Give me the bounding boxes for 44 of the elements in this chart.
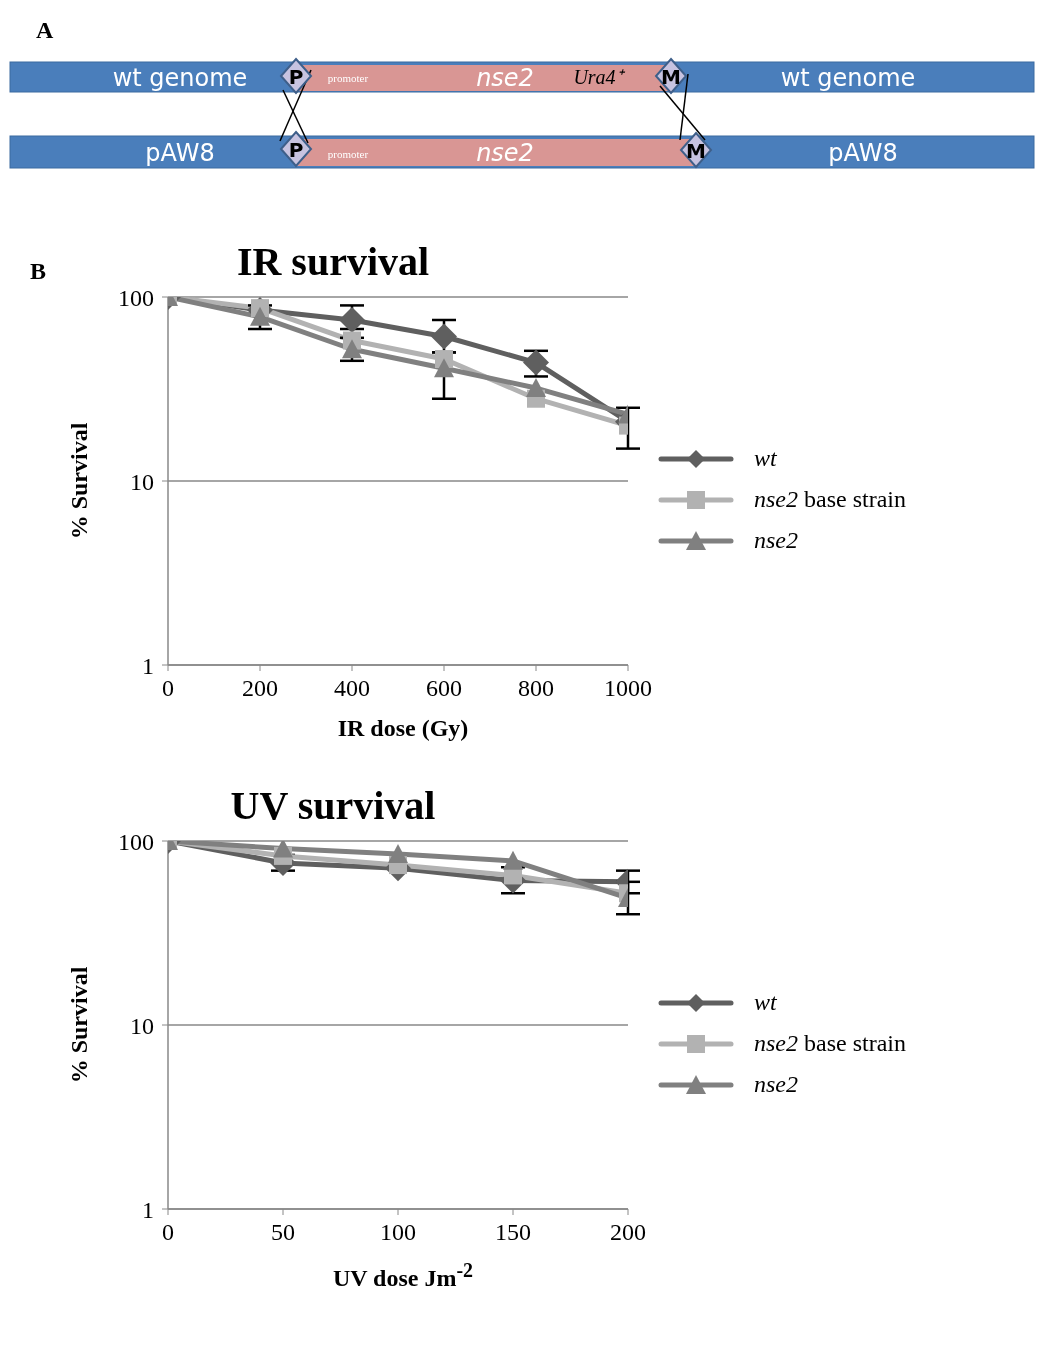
text: nse2 xyxy=(476,64,534,92)
diamond-icon: M xyxy=(679,131,713,169)
x-tick-label: 50 xyxy=(271,1219,295,1246)
text: pAW8 xyxy=(145,139,215,167)
chart-title: UV survival xyxy=(229,782,437,829)
x-tick-label: 0 xyxy=(162,1219,174,1246)
x-axis-title: UV dose Jm$^{-2}$ xyxy=(331,1259,475,1292)
y-tick-label: 1 xyxy=(142,1196,154,1223)
diamond-icon: P xyxy=(279,130,313,168)
text: Ura4⁺ xyxy=(573,66,626,88)
x-tick-label: 1000 xyxy=(604,675,652,702)
text: A xyxy=(36,17,54,43)
text: wt genome xyxy=(112,64,248,92)
legend-label: wt xyxy=(754,989,777,1016)
x-tick-label: 200 xyxy=(610,1219,646,1246)
x-tick-label: 100 xyxy=(380,1219,416,1246)
y-tick-label: 1 xyxy=(142,652,154,679)
text: nse2 xyxy=(476,139,534,167)
x-tick-label: 600 xyxy=(426,675,462,702)
x-tick-label: 400 xyxy=(334,675,370,702)
x-tick-label: 150 xyxy=(495,1219,531,1246)
legend-label: nse2 base strain xyxy=(754,486,906,513)
y-tick-label: 10 xyxy=(130,1012,154,1039)
text: pAW8 xyxy=(828,139,898,167)
x-axis-title: IR dose (Gy) xyxy=(336,715,470,742)
legend-label: nse2 xyxy=(754,527,798,554)
y-tick-label: 100 xyxy=(118,828,154,855)
legend-label: nse2 base strain xyxy=(754,1030,906,1057)
legend-label: wt xyxy=(754,445,777,472)
x-tick-label: 200 xyxy=(242,675,278,702)
y-axis-title: % Survival xyxy=(65,966,92,1084)
x-tick-label: 800 xyxy=(518,675,554,702)
chart-title: IR survival xyxy=(236,239,430,284)
text: B xyxy=(30,258,47,285)
y-tick-label: 10 xyxy=(130,468,154,495)
y-axis-title: % Survival xyxy=(65,422,92,540)
text: promoter xyxy=(327,148,369,160)
y-tick-label: 100 xyxy=(118,284,154,311)
diamond-icon: P xyxy=(279,57,313,95)
legend-label: nse2 xyxy=(754,1071,798,1098)
text: promoter xyxy=(327,72,369,84)
diamond-icon: M xyxy=(654,57,688,95)
text: wt genome xyxy=(780,64,916,92)
x-tick-label: 0 xyxy=(162,675,174,702)
